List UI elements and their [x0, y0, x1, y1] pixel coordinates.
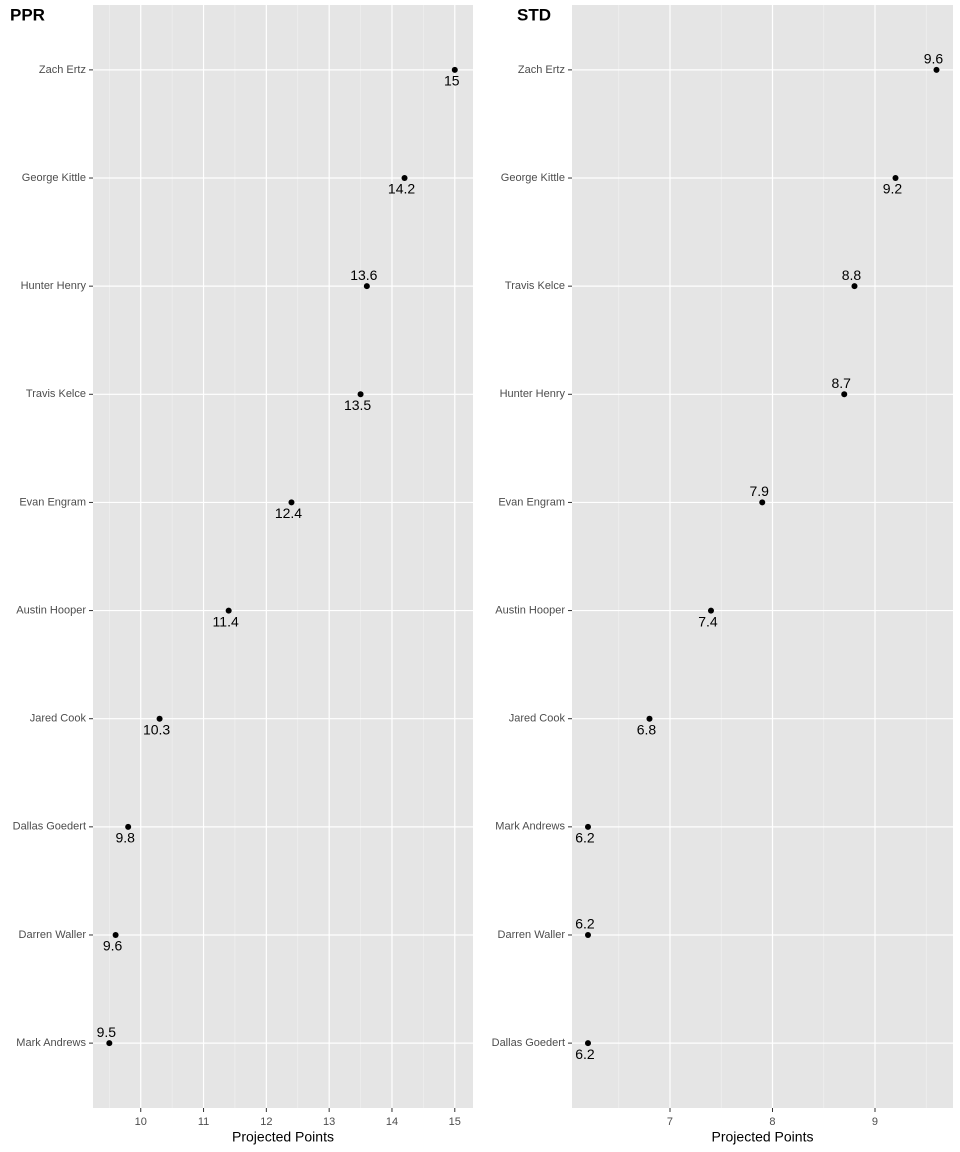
dot	[401, 175, 408, 182]
dot	[288, 499, 295, 506]
y-tick-label: Evan Engram	[19, 496, 86, 508]
dot	[584, 823, 591, 830]
y-tick-label: Austin Hooper	[495, 604, 565, 616]
data-label: 6.2	[575, 916, 595, 932]
data-label: 9.2	[883, 181, 903, 197]
dot	[584, 1040, 591, 1047]
y-tick-label: Hunter Henry	[500, 388, 566, 400]
dot	[759, 499, 766, 506]
y-tick-label: Evan Engram	[498, 496, 565, 508]
y-tick-label: Mark Andrews	[16, 1037, 86, 1049]
dot	[933, 66, 940, 73]
y-tick-label: Dallas Goedert	[492, 1037, 565, 1049]
y-tick-label: Zach Ertz	[39, 64, 86, 76]
x-tick-label: 14	[386, 1116, 398, 1128]
x-axis-title: Projected Points	[232, 1129, 334, 1145]
dot	[841, 391, 848, 398]
data-label: 6.2	[575, 830, 595, 846]
y-tick-label: Dallas Goedert	[13, 821, 86, 833]
data-label: 9.5	[97, 1024, 117, 1040]
dot	[106, 1040, 113, 1047]
x-tick-label: 8	[769, 1116, 775, 1128]
data-label: 12.4	[275, 505, 302, 521]
chart-title: PPR	[10, 5, 45, 24]
dot	[646, 715, 653, 722]
y-tick-label: Mark Andrews	[495, 821, 565, 833]
data-label: 13.5	[344, 397, 371, 413]
data-label: 9.6	[924, 51, 944, 67]
data-label: 15	[444, 73, 460, 89]
data-label: 8.8	[842, 267, 862, 283]
data-label: 9.8	[115, 830, 135, 846]
y-tick-label: Hunter Henry	[21, 280, 87, 292]
plot-background	[93, 5, 473, 1108]
y-tick-label: George Kittle	[22, 172, 86, 184]
x-tick-label: 11	[198, 1116, 209, 1128]
data-label: 6.2	[575, 1046, 595, 1062]
data-label: 13.6	[350, 267, 377, 283]
dot	[357, 391, 364, 398]
y-tick-label: Zach Ertz	[518, 64, 565, 76]
y-tick-label: Jared Cook	[509, 713, 566, 725]
data-label: 8.7	[832, 375, 852, 391]
y-tick-label: Darren Waller	[19, 929, 87, 941]
x-tick-label: 10	[135, 1116, 147, 1128]
y-tick-label: Darren Waller	[498, 929, 566, 941]
x-tick-label: 13	[323, 1116, 335, 1128]
y-tick-label: Jared Cook	[30, 713, 87, 725]
data-label: 9.6	[103, 938, 123, 954]
x-tick-label: 15	[449, 1116, 461, 1128]
x-tick-label: 7	[667, 1116, 673, 1128]
dot	[363, 283, 370, 290]
y-tick-label: Travis Kelce	[505, 280, 565, 292]
y-tick-label: Austin Hooper	[16, 604, 86, 616]
data-label: 10.3	[143, 721, 170, 737]
x-tick-label: 12	[260, 1116, 272, 1128]
dot	[584, 931, 591, 938]
data-label: 7.9	[750, 483, 770, 499]
x-tick-label: 9	[872, 1116, 878, 1128]
dot	[892, 175, 899, 182]
dot	[707, 607, 714, 614]
data-label: 14.2	[388, 181, 415, 197]
dot	[851, 283, 858, 290]
plot-background	[572, 5, 953, 1108]
data-label: 11.4	[213, 613, 239, 629]
dot	[156, 715, 163, 722]
chart-title: STD	[517, 5, 551, 24]
dot	[125, 823, 132, 830]
dot	[451, 66, 458, 73]
data-label: 7.4	[698, 613, 718, 629]
dot	[225, 607, 232, 614]
dot	[112, 931, 119, 938]
y-tick-label: George Kittle	[501, 172, 565, 184]
data-label: 6.8	[637, 721, 657, 737]
y-tick-label: Travis Kelce	[26, 388, 86, 400]
x-axis-title: Projected Points	[712, 1129, 814, 1145]
